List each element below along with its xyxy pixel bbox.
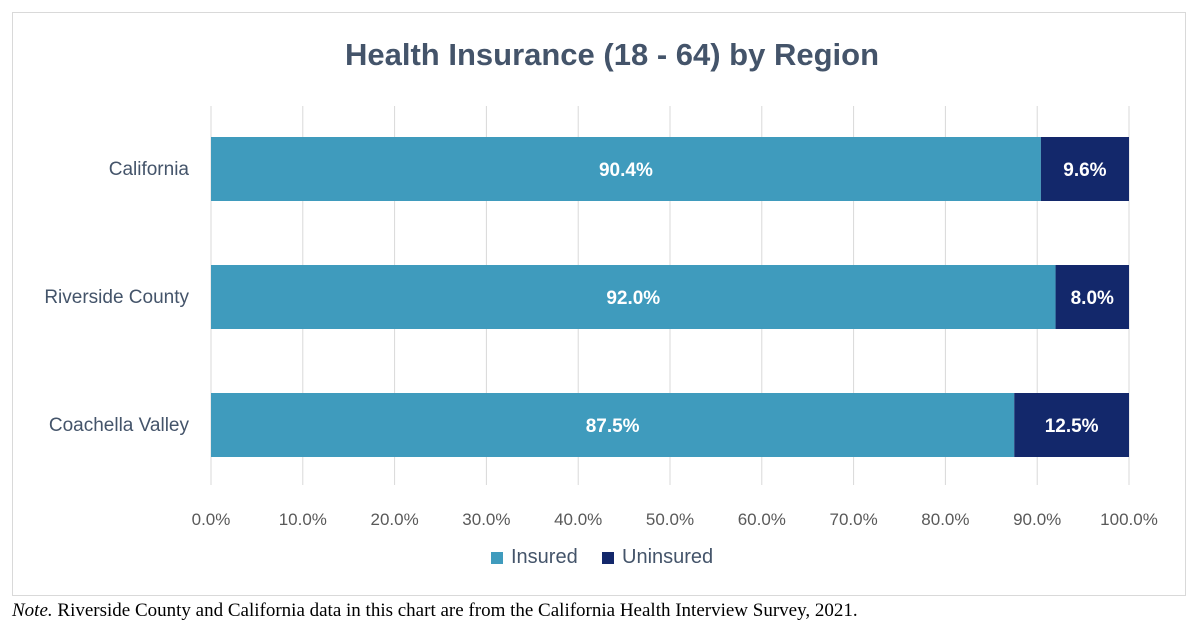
x-tick-label: 60.0%	[738, 510, 786, 529]
legend-label-insured: Insured	[511, 546, 578, 568]
x-tick-label: 10.0%	[279, 510, 327, 529]
note-text: Riverside County and California data in …	[52, 600, 858, 621]
chart-title: Health Insurance (18 - 64) by Region	[345, 37, 879, 72]
chart-area: Health Insurance (18 - 64) by Region 0.0%…	[44, 37, 1158, 568]
data-label: 9.6%	[1063, 160, 1106, 181]
x-tick-label: 100.0%	[1100, 510, 1158, 529]
data-label: 87.5%	[586, 416, 640, 437]
x-tick-label: 0.0%	[192, 510, 231, 529]
chart-frame: Health Insurance (18 - 64) by Region 0.0%…	[12, 12, 1186, 596]
bar-uninsured	[1014, 393, 1129, 457]
bar-insured	[211, 265, 1056, 329]
data-label: 90.4%	[599, 160, 653, 181]
bar-uninsured	[1040, 137, 1129, 201]
bar-insured	[211, 137, 1041, 201]
category-label: Coachella Valley	[49, 415, 190, 436]
x-tick-label: 80.0%	[921, 510, 969, 529]
legend-swatch-uninsured	[602, 552, 614, 564]
category-label: California	[109, 159, 190, 180]
data-label: 92.0%	[606, 288, 660, 309]
category-label: Riverside County	[44, 287, 189, 308]
legend-label-uninsured: Uninsured	[622, 546, 713, 568]
x-tick-label: 70.0%	[829, 510, 877, 529]
x-tick-label: 90.0%	[1013, 510, 1061, 529]
data-label: 12.5%	[1045, 416, 1099, 437]
x-tick-label: 30.0%	[462, 510, 510, 529]
legend-swatch-insured	[491, 552, 503, 564]
x-tick-label: 20.0%	[370, 510, 418, 529]
chart-note: Note. Riverside County and California da…	[12, 600, 1188, 622]
note-prefix: Note.	[12, 600, 53, 621]
bar-insured	[211, 393, 1015, 457]
x-tick-label: 40.0%	[554, 510, 602, 529]
bar-uninsured	[1055, 265, 1129, 329]
x-tick-label: 50.0%	[646, 510, 694, 529]
data-label: 8.0%	[1071, 288, 1114, 309]
